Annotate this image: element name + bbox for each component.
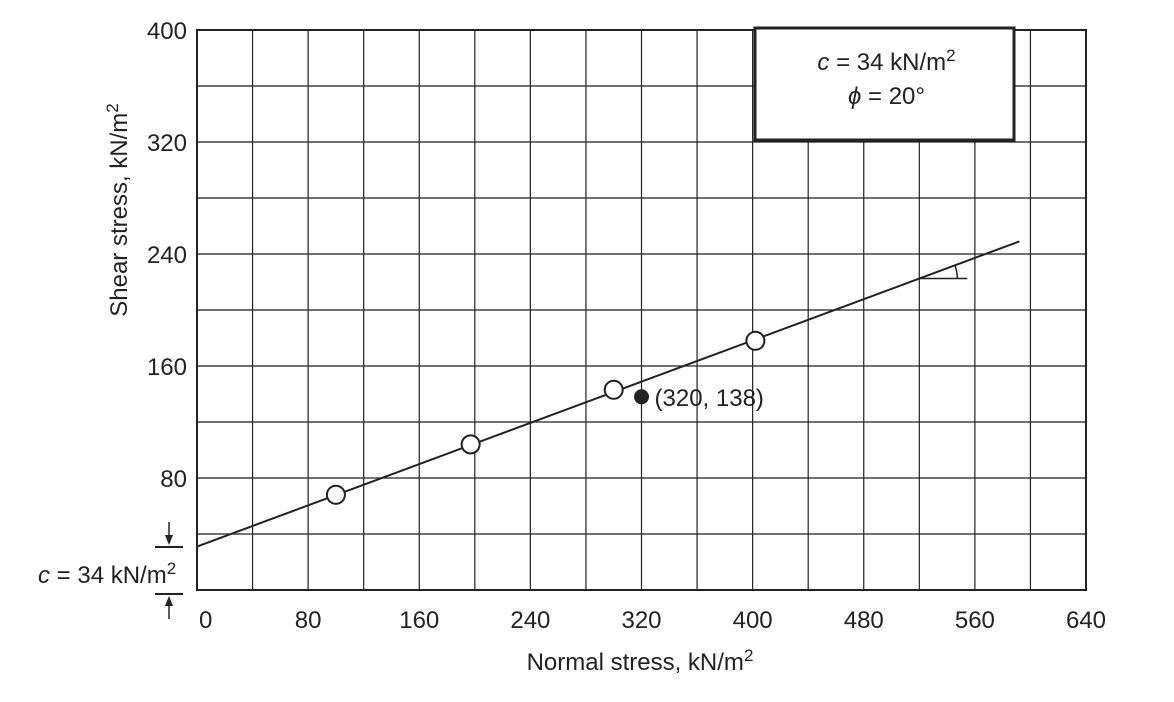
plot-frame	[196, 29, 1087, 591]
friction-angle-label: ϕ = 20°	[848, 83, 925, 110]
arrow-up-icon	[165, 596, 173, 606]
y-tick-label: 160	[147, 354, 187, 381]
arrow-down-icon	[165, 535, 173, 545]
data-point-filled	[634, 389, 649, 405]
x-axis-title-exponent: 2	[744, 646, 753, 665]
point-label: (320, 138)	[655, 385, 764, 412]
intercept-unit-exponent: 2	[167, 559, 176, 578]
x-axis-title: Normal stress, kN/m2	[527, 646, 754, 676]
y-axis-title-exponent: 2	[103, 103, 122, 112]
x-tick-label: 640	[1066, 607, 1106, 634]
cohesion-symbol: c	[817, 49, 829, 76]
data-point-open	[325, 484, 346, 505]
data-point-open	[460, 434, 481, 455]
x-tick-label: 160	[399, 607, 439, 634]
y-tick-labels: 80 160 240 320 400	[147, 18, 187, 493]
friction-angle-arc	[954, 265, 959, 279]
x-tick-label: 240	[510, 607, 550, 634]
intercept-symbol: c	[38, 562, 50, 589]
cohesion-label: c = 34 kN/m2	[817, 46, 955, 76]
data-point-open	[745, 330, 766, 351]
y-axis-title: Shear stress, kN/m2	[103, 103, 133, 317]
y-tick-label: 400	[147, 18, 187, 45]
y-tick-label: 320	[147, 130, 187, 157]
intercept-marker: c = 34 kN/m2	[38, 522, 183, 619]
y-tick-label: 240	[147, 242, 187, 269]
cohesion-unit-exponent: 2	[946, 46, 955, 65]
x-tick-label: 0	[199, 607, 212, 634]
x-axis-title-text: Normal stress, kN/m	[527, 649, 744, 676]
x-tick-label: 320	[621, 607, 661, 634]
friction-angle-value: = 20°	[861, 83, 925, 110]
x-tick-labels: 0 80 160 240 320 400 480 560 640	[199, 607, 1106, 634]
intercept-value: = 34 kN/m	[50, 562, 167, 589]
data-point-open	[603, 379, 624, 400]
y-axis-title-text: Shear stress, kN/m	[106, 113, 133, 317]
phi-symbol: ϕ	[848, 83, 861, 110]
x-tick-label: 80	[295, 607, 322, 634]
x-tick-label: 560	[955, 607, 995, 634]
x-tick-label: 480	[844, 607, 884, 634]
data-points	[325, 330, 766, 505]
cohesion-value: = 34 kN/m	[829, 49, 946, 76]
parameter-box: c = 34 kN/m2 ϕ = 20°	[753, 26, 1016, 142]
y-tick-label: 80	[160, 466, 187, 493]
x-tick-label: 400	[733, 607, 773, 634]
parameter-box-frame	[753, 26, 1016, 142]
intercept-label: c = 34 kN/m2	[38, 559, 176, 589]
